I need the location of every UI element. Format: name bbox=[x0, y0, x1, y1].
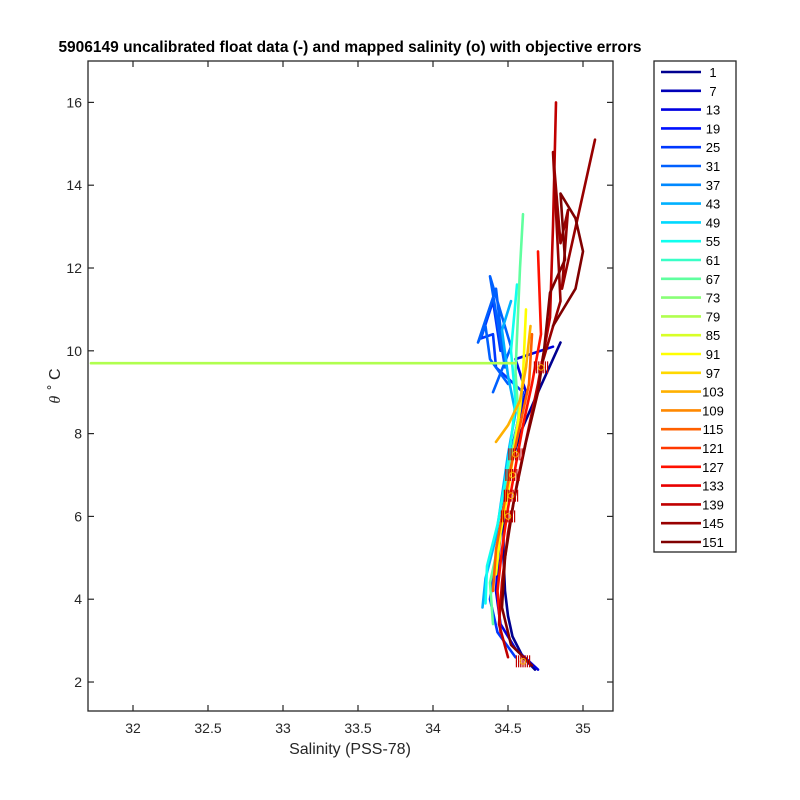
x-tick-label-2: 33 bbox=[275, 720, 291, 736]
legend-label-31: 31 bbox=[706, 159, 720, 174]
legend-label-109: 109 bbox=[702, 403, 724, 418]
axis-ticks: 32 32.5 33 33.5 34 34.5 35 2 4 6 8 10 12 14 16 bbox=[66, 61, 613, 736]
profile-line-115 bbox=[491, 332, 534, 593]
chart-title: 5906149 uncalibrated float data (-) and … bbox=[58, 39, 641, 56]
profile-line-103 bbox=[494, 324, 532, 444]
x-tick-label-3: 33.5 bbox=[344, 720, 371, 736]
data-layer bbox=[89, 101, 597, 671]
legend-label-103: 103 bbox=[702, 385, 724, 400]
legend-label-49: 49 bbox=[706, 215, 720, 230]
legend-label-97: 97 bbox=[706, 366, 720, 381]
legend-label-151: 151 bbox=[702, 535, 724, 550]
mapped-salinity-marker-0 bbox=[500, 510, 516, 523]
profile-line-145 bbox=[539, 138, 597, 369]
legend-label-7: 7 bbox=[709, 84, 716, 99]
y-tick-label-6: 14 bbox=[66, 177, 82, 193]
mapped-salinity-marker-5 bbox=[533, 361, 549, 374]
x-tick-label-5: 34.5 bbox=[494, 720, 521, 736]
y-tick-label-4: 10 bbox=[66, 343, 82, 359]
profile-line-127 bbox=[496, 250, 543, 634]
plot-frame bbox=[87, 60, 614, 712]
mapped-salinity-marker-4 bbox=[515, 655, 531, 668]
x-axis-label: Salinity (PSS-78) bbox=[289, 741, 411, 758]
legend-label-67: 67 bbox=[706, 272, 720, 287]
mapped-salinity-marker-2 bbox=[505, 469, 520, 482]
legend-label-79: 79 bbox=[706, 309, 720, 324]
legend-label-19: 19 bbox=[706, 121, 720, 136]
legend-label-127: 127 bbox=[702, 460, 724, 475]
y-tick-label-1: 4 bbox=[74, 591, 82, 607]
legend-label-85: 85 bbox=[706, 328, 720, 343]
y-axis-symbol: θ bbox=[47, 396, 64, 404]
legend-label-37: 37 bbox=[706, 178, 720, 193]
profile-line-55 bbox=[484, 283, 519, 605]
y-axis-unit: ˚ C bbox=[47, 368, 64, 389]
legend-label-121: 121 bbox=[702, 441, 724, 456]
y-tick-label-7: 16 bbox=[66, 94, 82, 110]
y-tick-label-5: 12 bbox=[66, 260, 82, 276]
legend-label-43: 43 bbox=[706, 197, 720, 212]
mapped-salinity-marker-3 bbox=[508, 448, 523, 461]
legend-label-91: 91 bbox=[706, 347, 720, 362]
legend-label-133: 133 bbox=[702, 479, 724, 494]
legend-label-73: 73 bbox=[706, 291, 720, 306]
legend: 1 7 13 19 25 31 37 43 49 55 61 67 73 79 85 91 97 103 109 11… bbox=[653, 60, 737, 553]
legend-label-55: 55 bbox=[706, 234, 720, 249]
legend-label-145: 145 bbox=[702, 516, 724, 531]
x-tick-label-4: 34 bbox=[425, 720, 441, 736]
legend-label-115: 115 bbox=[703, 422, 724, 437]
x-tick-label-1: 32.5 bbox=[194, 720, 221, 736]
y-tick-label-3: 8 bbox=[74, 426, 82, 442]
y-axis-label: θ ˚ C bbox=[47, 368, 64, 403]
legend-label-25: 25 bbox=[706, 140, 720, 155]
profile-line-1 bbox=[502, 341, 562, 671]
mapped-salinity-marker-1 bbox=[503, 489, 519, 502]
profile-line-151 bbox=[500, 192, 585, 667]
legend-label-61: 61 bbox=[706, 253, 720, 268]
legend-items: 1 7 13 19 25 31 37 43 49 55 61 67 73 79 85 91 97 103 109 11… bbox=[661, 65, 724, 550]
legend-label-139: 139 bbox=[702, 497, 724, 512]
y-tick-label-2: 6 bbox=[74, 508, 82, 524]
plot-area: 32 32.5 33 33.5 34 34.5 35 2 4 6 8 10 12 14 16 bbox=[66, 60, 614, 736]
legend-label-13: 13 bbox=[706, 103, 720, 118]
legend-label-1: 1 bbox=[709, 65, 716, 80]
y-tick-label-0: 2 bbox=[74, 674, 82, 690]
x-tick-label-0: 32 bbox=[125, 720, 141, 736]
legend-box bbox=[653, 60, 737, 553]
x-tick-label-6: 35 bbox=[575, 720, 591, 736]
